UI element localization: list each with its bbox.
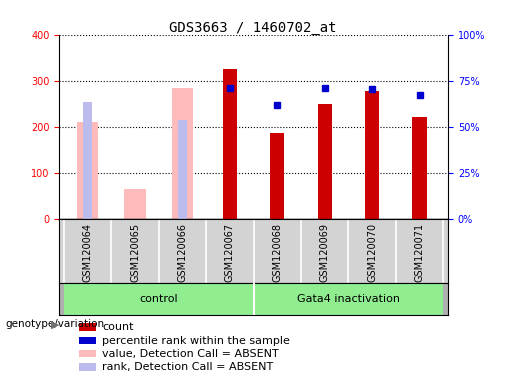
Bar [79, 363, 96, 371]
Text: GSM120065: GSM120065 [130, 223, 140, 282]
Text: control: control [140, 294, 178, 304]
Bar [79, 337, 96, 344]
Bar [64, 283, 253, 315]
Text: GSM120071: GSM120071 [415, 223, 424, 282]
Text: GSM120069: GSM120069 [320, 223, 330, 281]
Bar [178, 120, 187, 219]
Text: ▶: ▶ [51, 319, 59, 329]
Text: GSM120064: GSM120064 [83, 223, 93, 281]
Bar [223, 69, 237, 219]
Text: GSM120070: GSM120070 [367, 223, 377, 282]
Bar [413, 117, 427, 219]
Text: count: count [102, 323, 133, 333]
Bar [83, 103, 92, 219]
Text: GDS3663 / 1460702_at: GDS3663 / 1460702_at [168, 21, 336, 35]
Text: GSM120067: GSM120067 [225, 223, 235, 282]
Bar [270, 133, 284, 219]
Bar [79, 323, 96, 331]
Bar [79, 350, 96, 358]
Text: GSM120068: GSM120068 [272, 223, 282, 281]
Bar [172, 88, 193, 219]
Text: percentile rank within the sample: percentile rank within the sample [102, 336, 290, 346]
Bar [318, 104, 332, 219]
Text: genotype/variation: genotype/variation [5, 319, 104, 329]
Text: value, Detection Call = ABSENT: value, Detection Call = ABSENT [102, 349, 279, 359]
Bar [77, 122, 98, 219]
Bar [253, 283, 443, 315]
Text: rank, Detection Call = ABSENT: rank, Detection Call = ABSENT [102, 362, 273, 372]
Bar [125, 189, 146, 219]
Text: GSM120066: GSM120066 [178, 223, 187, 281]
Text: Gata4 inactivation: Gata4 inactivation [297, 294, 400, 304]
Bar [365, 91, 379, 219]
